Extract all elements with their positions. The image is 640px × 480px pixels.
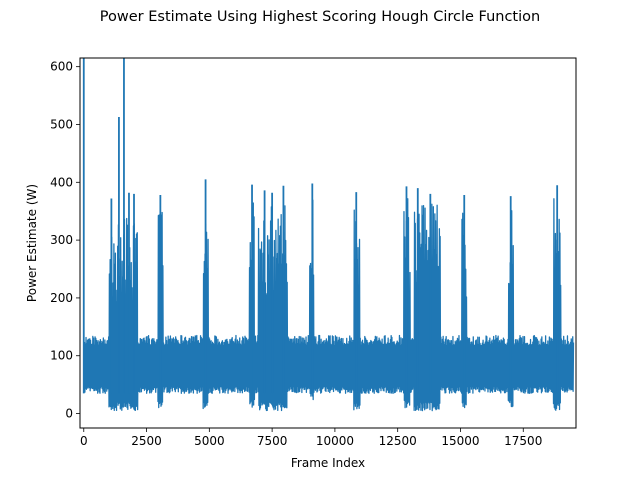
- chart-title: Power Estimate Using Highest Scoring Hou…: [100, 9, 540, 25]
- y-tick-label: 300: [50, 233, 73, 247]
- y-tick-label: 400: [50, 175, 73, 189]
- y-tick-label: 100: [50, 349, 73, 363]
- series-line: [83, 198, 575, 412]
- x-tick-label: 17500: [504, 434, 542, 448]
- x-tick-label: 12500: [379, 434, 417, 448]
- y-tick-label: 600: [50, 60, 73, 74]
- plot-frame: [79, 57, 577, 429]
- x-axis-label: Frame Index: [291, 456, 365, 470]
- series-group: [82, 58, 575, 412]
- y-axis-label: Power Estimate (W): [25, 184, 39, 302]
- x-axis: 0 2500 5000 7500 10000 12500 15000 17500: [80, 428, 542, 448]
- x-tick-label: 7500: [257, 434, 288, 448]
- x-tick-label: 10000: [316, 434, 354, 448]
- x-tick-label: 15000: [441, 434, 479, 448]
- y-tick-label: 0: [65, 407, 73, 421]
- x-tick-label: 2500: [131, 434, 162, 448]
- y-axis: 0 100 200 300 400 500 600: [50, 60, 80, 421]
- x-tick-label: 0: [80, 434, 88, 448]
- y-tick-label: 500: [50, 117, 73, 131]
- x-tick-label: 5000: [194, 434, 225, 448]
- y-tick-label: 200: [50, 291, 73, 305]
